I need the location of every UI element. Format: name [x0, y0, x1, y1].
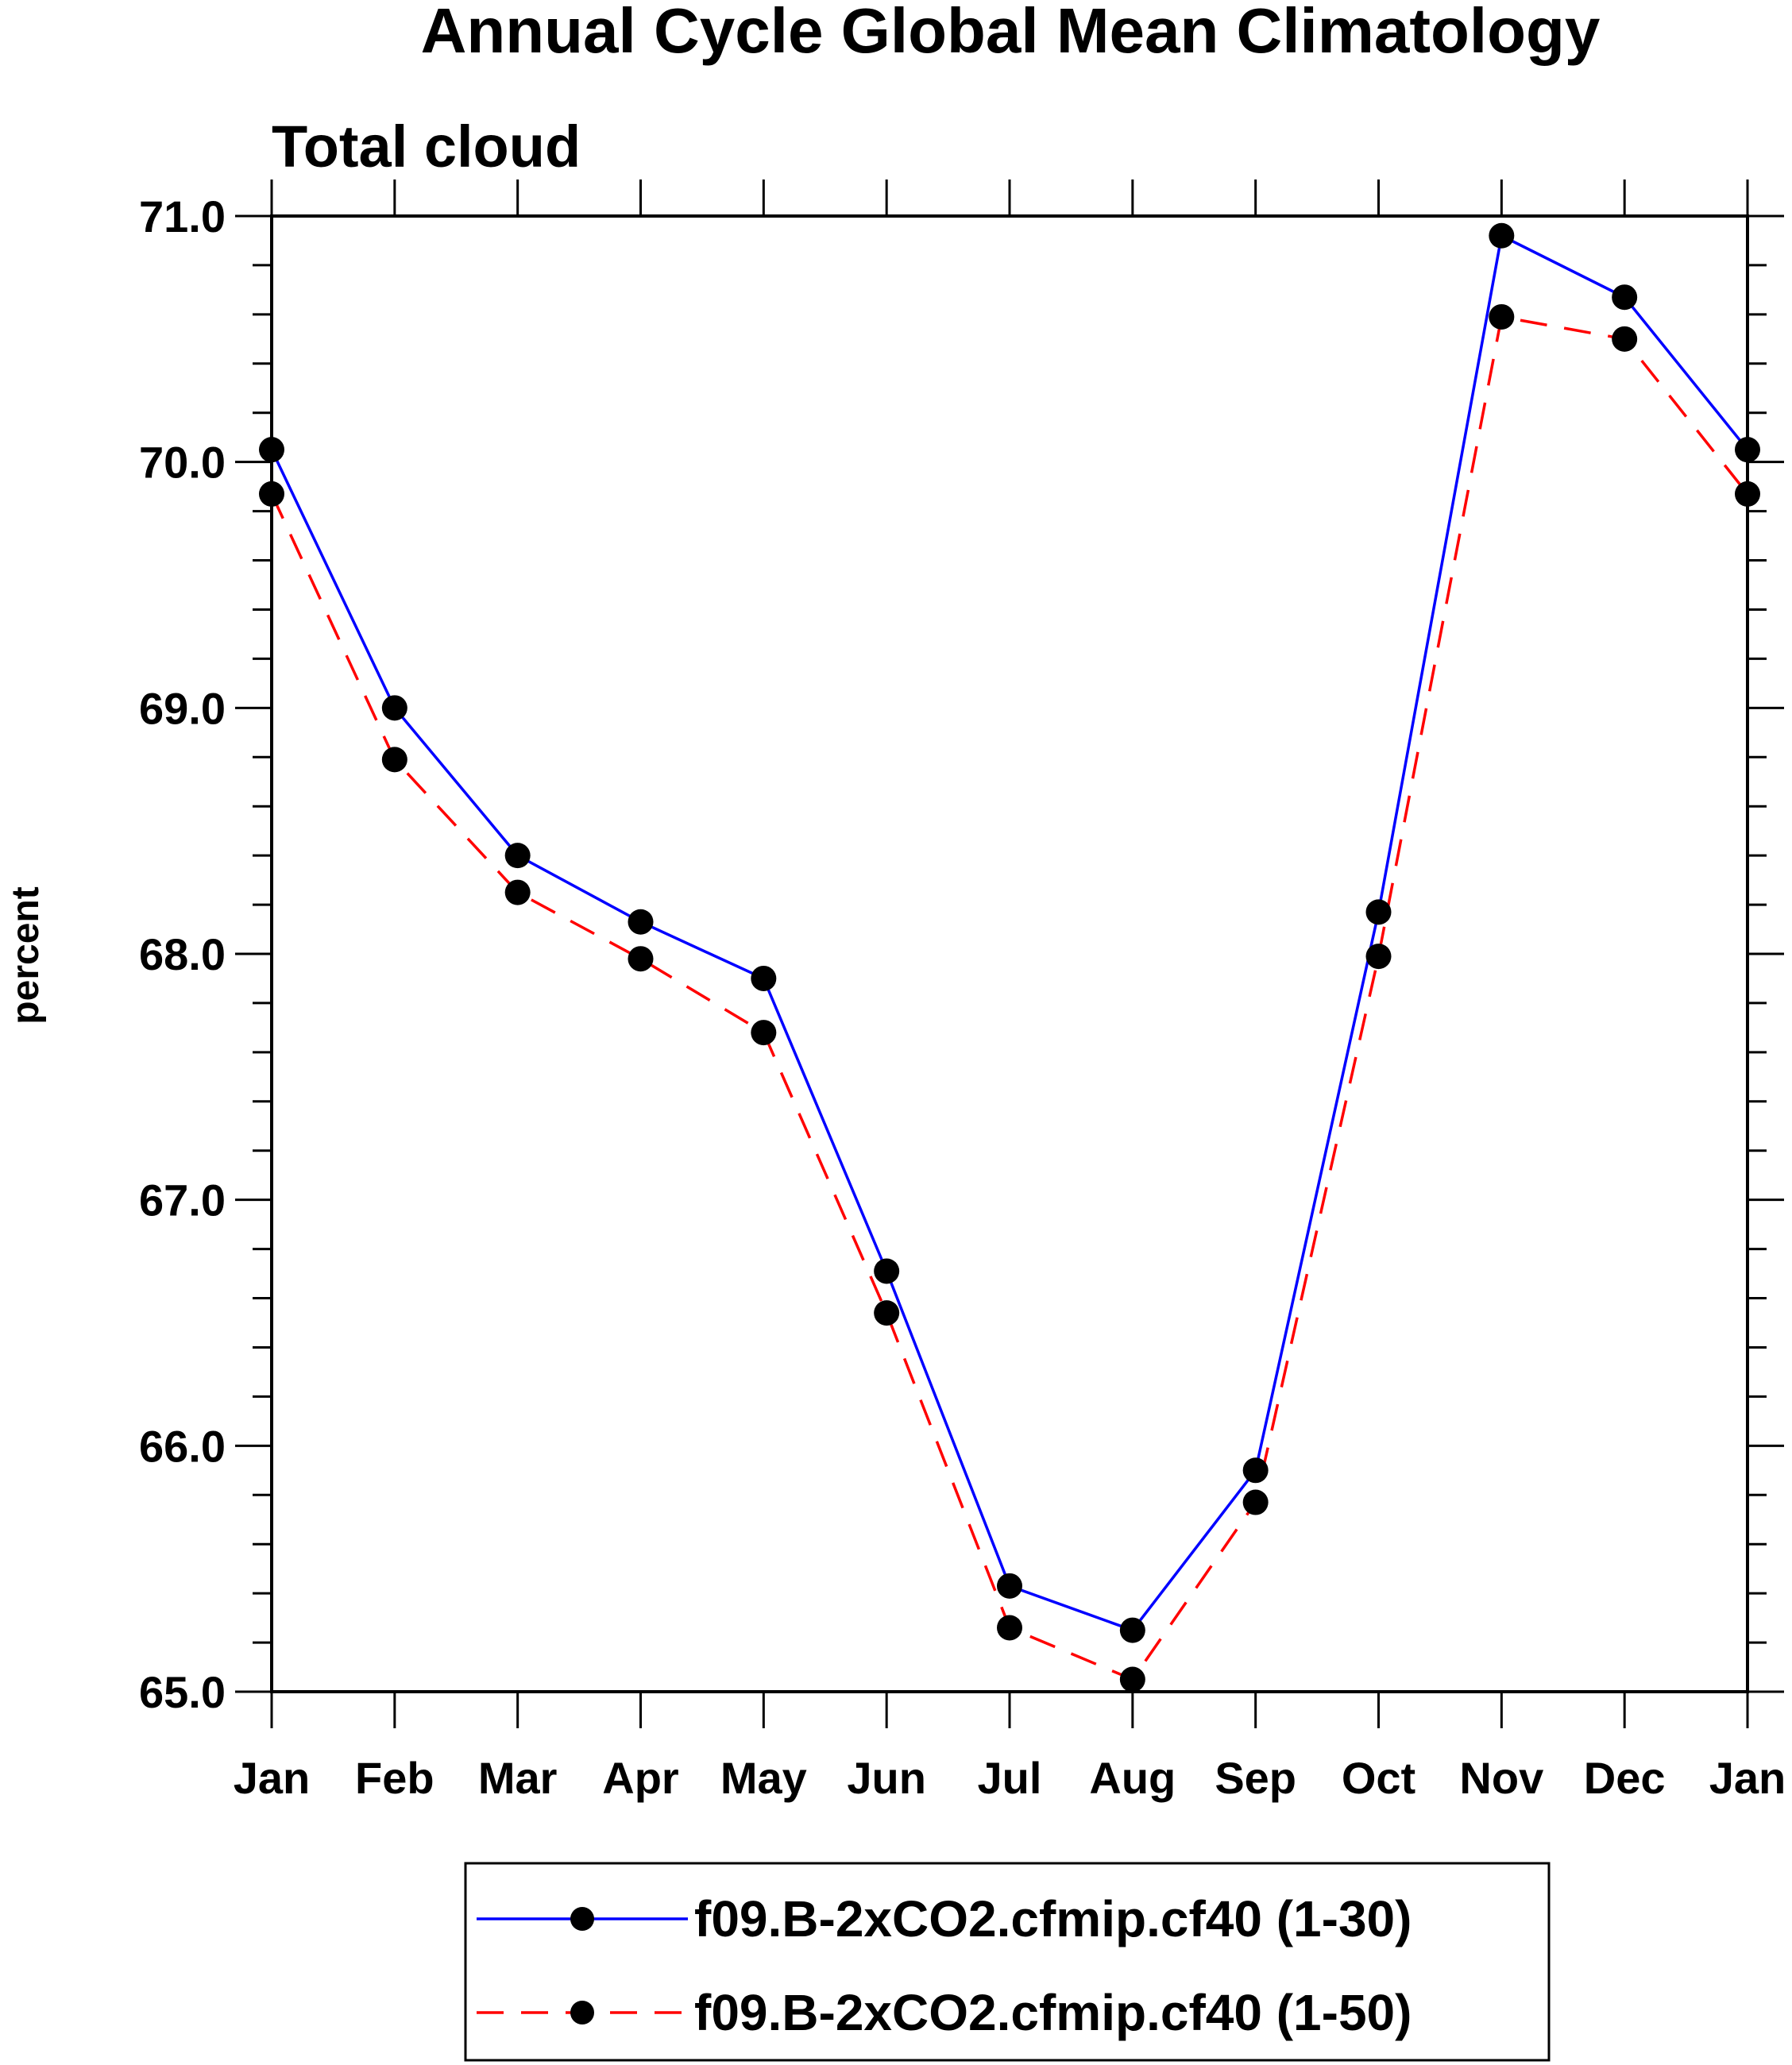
- series-2-point: [628, 946, 654, 972]
- series-2-point: [874, 1300, 900, 1326]
- series-2-point: [1489, 303, 1515, 330]
- series-2-point: [259, 481, 284, 507]
- series-1-point: [1489, 222, 1515, 249]
- y-tick-label: 71.0: [139, 191, 226, 241]
- y-tick-label: 67.0: [139, 1175, 226, 1225]
- series-2-point: [1242, 1489, 1269, 1515]
- y-axis-label: percent: [5, 886, 47, 1024]
- x-tick-label: Nov: [1459, 1753, 1543, 1803]
- series-2-point: [504, 879, 531, 905]
- series-1-point: [1735, 437, 1760, 463]
- x-tick-label: Oct: [1342, 1753, 1415, 1803]
- legend-marker-2: [570, 2001, 594, 2024]
- series-2-point: [751, 1020, 777, 1046]
- x-tick-label: Aug: [1089, 1753, 1176, 1803]
- y-tick-label: 70.0: [139, 438, 226, 488]
- series-line-1: [270, 234, 1749, 1632]
- y-tick-label: 69.0: [139, 683, 226, 733]
- legend-box: [464, 1862, 1551, 2062]
- plot-area: 65.0 66.0 67.0 68.0 69.0 70.0 71.0 Jan Feb Mar Apr…: [139, 179, 1786, 1803]
- x-tick-label: May: [720, 1753, 807, 1803]
- series-1-point: [997, 1573, 1022, 1599]
- series-2-point: [1119, 1666, 1145, 1693]
- series-1-point: [1612, 284, 1638, 311]
- x-tick-label: Feb: [355, 1753, 434, 1803]
- series-1-point: [504, 843, 531, 869]
- legend: f09.B-2xCO2.cfmip.cf40 (1-30) f09.B-2xCO2…: [464, 1862, 1551, 2062]
- y-tick-label: 68.0: [139, 929, 226, 979]
- series-1-point: [381, 695, 407, 721]
- x-tick-label: Apr: [602, 1753, 678, 1803]
- series-2-point: [997, 1615, 1022, 1641]
- series-2-point: [381, 747, 407, 773]
- series-2-point: [1735, 481, 1760, 507]
- legend-label-2: f09.B-2xCO2.cfmip.cf40 (1-50): [694, 1984, 1412, 2041]
- x-tick-label: Jan: [234, 1753, 311, 1803]
- y-tick-label: 65.0: [139, 1667, 226, 1717]
- x-tick-label: Jul: [978, 1753, 1042, 1803]
- x-tick-label: Dec: [1584, 1753, 1666, 1803]
- series-1-point: [1119, 1617, 1145, 1643]
- chart-title: Annual Cycle Global Mean Climatology: [421, 0, 1601, 66]
- chart-subtitle: Total cloud: [272, 114, 581, 179]
- legend-marker-1: [570, 1907, 594, 1931]
- series-2-point: [1612, 326, 1638, 352]
- x-tick-label: Mar: [478, 1753, 558, 1803]
- series-1-point: [259, 437, 284, 463]
- plot-frame: [270, 214, 1749, 1693]
- series-1-point: [1242, 1457, 1269, 1484]
- x-tick-label: Jun: [847, 1753, 926, 1803]
- series-1-point: [628, 909, 654, 935]
- x-tick-label: Sep: [1215, 1753, 1296, 1803]
- series-1-point: [751, 965, 777, 991]
- series-1-point: [1365, 899, 1392, 925]
- legend-label-1: f09.B-2xCO2.cfmip.cf40 (1-30): [694, 1890, 1412, 1947]
- x-tick-label: Jan: [1709, 1753, 1786, 1803]
- series-2-point: [1365, 944, 1392, 970]
- y-tick-label: 66.0: [139, 1421, 226, 1471]
- series-1-point: [874, 1258, 900, 1284]
- series-line-2: [270, 315, 1749, 1681]
